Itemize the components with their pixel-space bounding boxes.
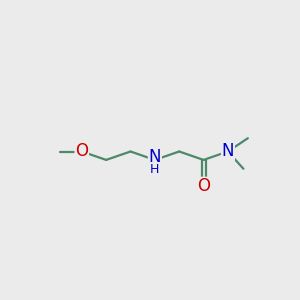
Text: N: N [148,148,161,166]
Text: N: N [222,142,234,160]
Text: O: O [75,142,88,160]
Text: H: H [150,164,160,176]
Text: O: O [197,178,210,196]
